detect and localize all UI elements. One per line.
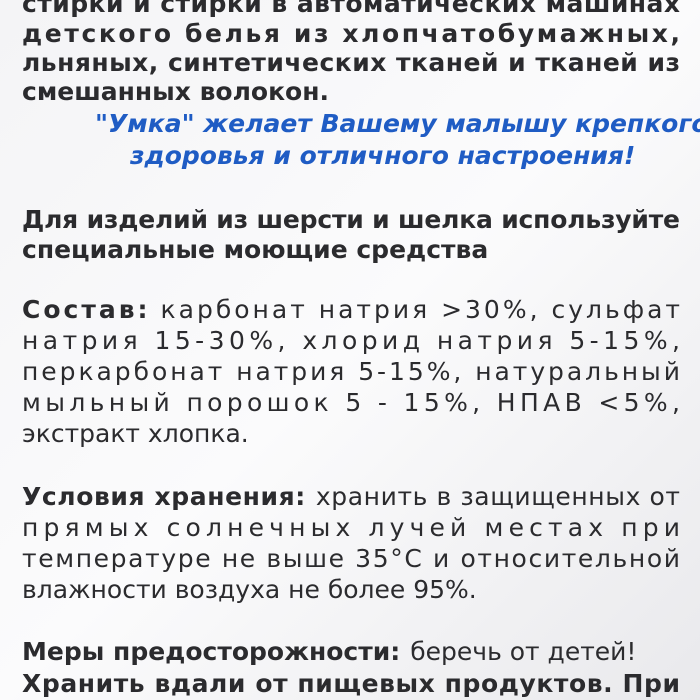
text-line: натрия 15-30%, хлорид натрия 5-15%, bbox=[22, 326, 680, 355]
line-text: Для изделий из шерсти и шелка используйт… bbox=[22, 205, 680, 234]
text-line: стирки и стирки в автоматических машинах bbox=[22, 0, 680, 18]
line-text: температуре не выше 35°С и относительной bbox=[22, 544, 680, 573]
line-text: здоровья и отличного настроения! bbox=[129, 141, 635, 170]
text-line: Меры предосторожности: беречь от детей! bbox=[22, 637, 636, 666]
line-text: детского белья из хлопчатобумажных, bbox=[22, 19, 680, 48]
section-label: Состав: bbox=[22, 295, 148, 324]
line-text: специальные моющие средства bbox=[22, 235, 488, 264]
line-text: перкарбонат натрия 5-15%, натуральный bbox=[22, 357, 680, 386]
text-line: Состав: карбонат натрия >30%, сульфат bbox=[22, 295, 680, 324]
line-text: "Умка" желает Вашему малышу крепкого bbox=[95, 109, 700, 138]
text-line: Условия хранения: хранить в защищенных от bbox=[22, 482, 680, 511]
text-line: температуре не выше 35°С и относительной bbox=[22, 544, 680, 573]
text-line: Для изделий из шерсти и шелка используйт… bbox=[22, 205, 680, 234]
line-text: карбонат натрия >30%, сульфат bbox=[161, 295, 680, 324]
line-text: хранить в защищенных от bbox=[316, 482, 680, 511]
text-line: специальные моющие средства bbox=[22, 235, 488, 264]
line-text: влажности воздуха не более 95%. bbox=[22, 575, 477, 604]
text-line: Хранить вдали от пищевых продуктов. При bbox=[22, 669, 680, 698]
line-text: экстракт хлопка. bbox=[22, 419, 249, 448]
line-text: стирки и стирки в автоматических машинах bbox=[22, 0, 680, 18]
text-line: льняных, синтетических тканей и тканей и… bbox=[22, 48, 680, 77]
text-line: смешанных волокон. bbox=[22, 77, 329, 106]
text-line: здоровья и отличного настроения! bbox=[129, 141, 635, 170]
line-text: льняных, синтетических тканей и тканей и… bbox=[22, 48, 680, 77]
line-text: беречь от детей! bbox=[410, 637, 636, 666]
line-text: натрия 15-30%, хлорид натрия 5-15%, bbox=[22, 326, 680, 355]
text-line: перкарбонат натрия 5-15%, натуральный bbox=[22, 357, 680, 386]
line-text: смешанных волокон. bbox=[22, 77, 329, 106]
line-text: Хранить вдали от пищевых продуктов. При bbox=[22, 669, 680, 698]
text-line: влажности воздуха не более 95%. bbox=[22, 575, 477, 604]
text-line: мыльный порошок 5 - 15%, НПАВ <5%, bbox=[22, 388, 680, 417]
line-text: мыльный порошок 5 - 15%, НПАВ <5%, bbox=[22, 388, 680, 417]
text-line: детского белья из хлопчатобумажных, bbox=[22, 19, 680, 48]
text-line: экстракт хлопка. bbox=[22, 419, 249, 448]
section-label: Условия хранения: bbox=[22, 482, 305, 511]
section-label: Меры предосторожности: bbox=[22, 637, 400, 666]
text-line: "Умка" желает Вашему малышу крепкого bbox=[95, 109, 700, 138]
